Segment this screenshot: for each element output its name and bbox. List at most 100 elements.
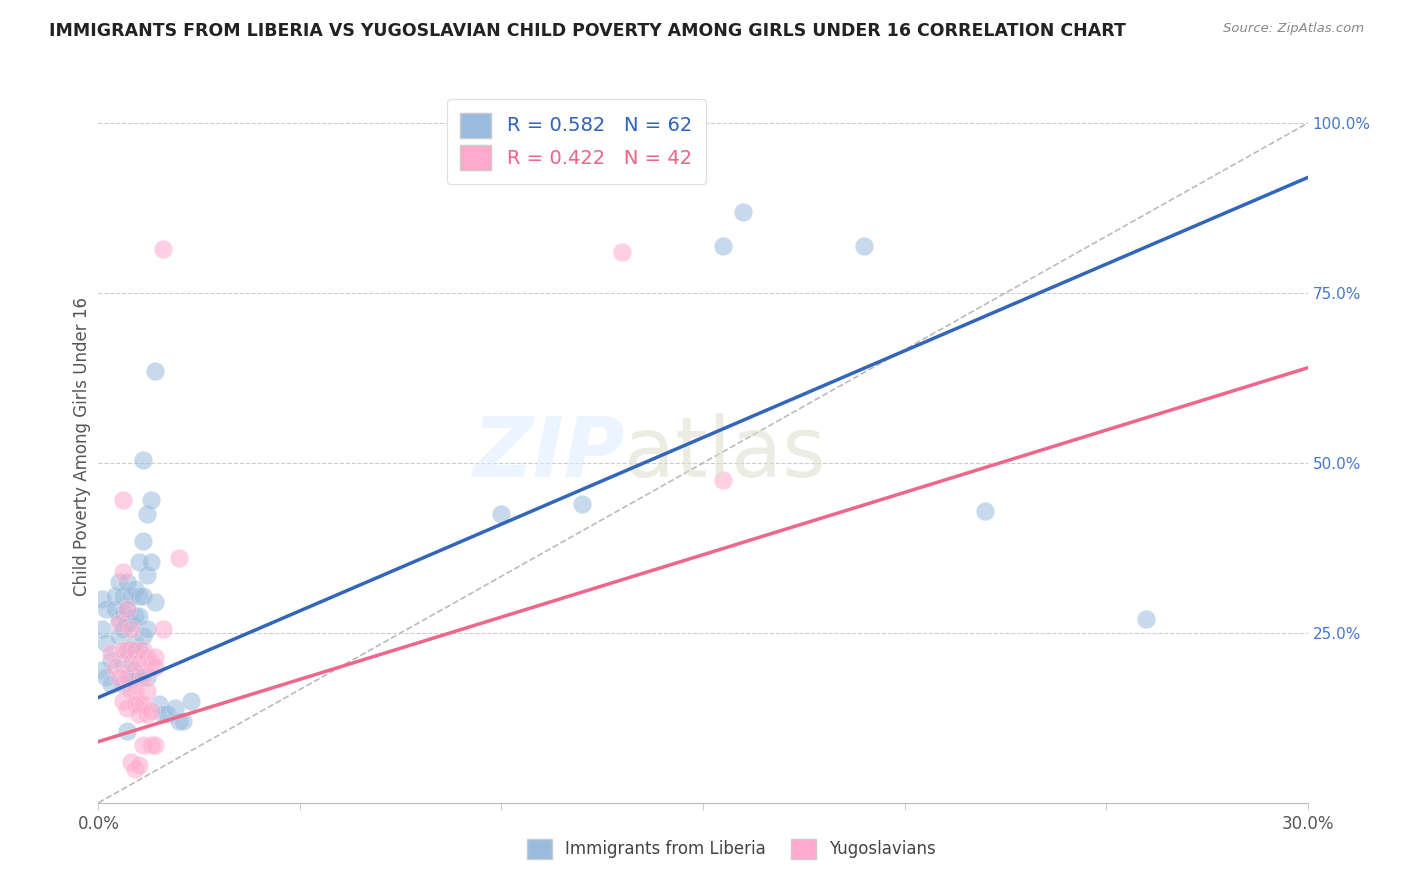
Point — [107, 670, 129, 684]
Point — [111, 606, 134, 620]
Text: IMMIGRANTS FROM LIBERIA VS YUGOSLAVIAN CHILD POVERTY AMONG GIRLS UNDER 16 CORREL: IMMIGRANTS FROM LIBERIA VS YUGOSLAVIAN C… — [49, 22, 1126, 40]
Point — [135, 683, 157, 698]
Point — [135, 507, 157, 521]
Point — [124, 663, 146, 677]
Point — [128, 643, 150, 657]
Point — [135, 670, 157, 684]
Point — [571, 497, 593, 511]
Point — [91, 623, 114, 637]
Point — [120, 623, 142, 637]
Point — [120, 643, 142, 657]
Point — [124, 762, 146, 776]
Point — [107, 629, 129, 643]
Point — [733, 204, 755, 219]
Point — [96, 670, 118, 684]
Point — [128, 698, 150, 712]
Point — [120, 683, 142, 698]
Point — [128, 707, 150, 722]
Point — [111, 623, 134, 637]
Point — [96, 602, 118, 616]
Point — [139, 738, 162, 752]
Legend: Immigrants from Liberia, Yugoslavians: Immigrants from Liberia, Yugoslavians — [520, 832, 942, 866]
Point — [139, 657, 162, 671]
Point — [974, 503, 997, 517]
Point — [115, 602, 138, 616]
Point — [152, 623, 174, 637]
Point — [111, 493, 134, 508]
Point — [120, 755, 142, 769]
Point — [120, 670, 142, 684]
Point — [115, 724, 138, 739]
Point — [124, 643, 146, 657]
Point — [124, 636, 146, 650]
Point — [128, 657, 150, 671]
Point — [111, 565, 134, 579]
Point — [115, 574, 138, 589]
Point — [103, 589, 125, 603]
Point — [100, 677, 122, 691]
Point — [139, 555, 162, 569]
Text: ZIP: ZIP — [472, 413, 624, 493]
Point — [163, 700, 186, 714]
Point — [143, 595, 166, 609]
Point — [115, 700, 138, 714]
Point — [128, 608, 150, 623]
Point — [143, 738, 166, 752]
Point — [124, 683, 146, 698]
Point — [132, 698, 155, 712]
Point — [132, 738, 155, 752]
Point — [103, 602, 125, 616]
Point — [711, 238, 734, 252]
Point — [124, 582, 146, 596]
Point — [135, 623, 157, 637]
Point — [115, 615, 138, 630]
Point — [128, 589, 150, 603]
Text: atlas: atlas — [624, 413, 827, 493]
Point — [115, 643, 138, 657]
Point — [111, 657, 134, 671]
Point — [128, 670, 150, 684]
Point — [100, 646, 122, 660]
Point — [100, 653, 122, 667]
Point — [152, 242, 174, 256]
Point — [132, 643, 155, 657]
Point — [1135, 612, 1157, 626]
Point — [115, 670, 138, 684]
Point — [139, 493, 162, 508]
Point — [167, 714, 190, 729]
Point — [111, 694, 134, 708]
Point — [91, 591, 114, 606]
Point — [124, 608, 146, 623]
Point — [128, 555, 150, 569]
Point — [132, 629, 155, 643]
Point — [111, 589, 134, 603]
Point — [115, 643, 138, 657]
Point — [143, 364, 166, 378]
Point — [491, 507, 513, 521]
Point — [139, 704, 162, 718]
Point — [135, 649, 157, 664]
Point — [120, 615, 142, 630]
Point — [132, 589, 155, 603]
Point — [111, 677, 134, 691]
Point — [128, 758, 150, 772]
Point — [107, 574, 129, 589]
Point — [120, 657, 142, 671]
Text: Source: ZipAtlas.com: Source: ZipAtlas.com — [1223, 22, 1364, 36]
Point — [107, 612, 129, 626]
Point — [167, 551, 190, 566]
Point — [143, 649, 166, 664]
Point — [180, 694, 202, 708]
Point — [132, 452, 155, 467]
Point — [115, 602, 138, 616]
Point — [143, 660, 166, 674]
Point — [91, 663, 114, 677]
Point — [132, 670, 155, 684]
Point — [711, 473, 734, 487]
Point — [107, 615, 129, 630]
Point — [148, 698, 170, 712]
Point — [135, 568, 157, 582]
Point — [612, 245, 634, 260]
Point — [132, 534, 155, 549]
Legend: R = 0.582   N = 62, R = 0.422   N = 42: R = 0.582 N = 62, R = 0.422 N = 42 — [447, 99, 706, 184]
